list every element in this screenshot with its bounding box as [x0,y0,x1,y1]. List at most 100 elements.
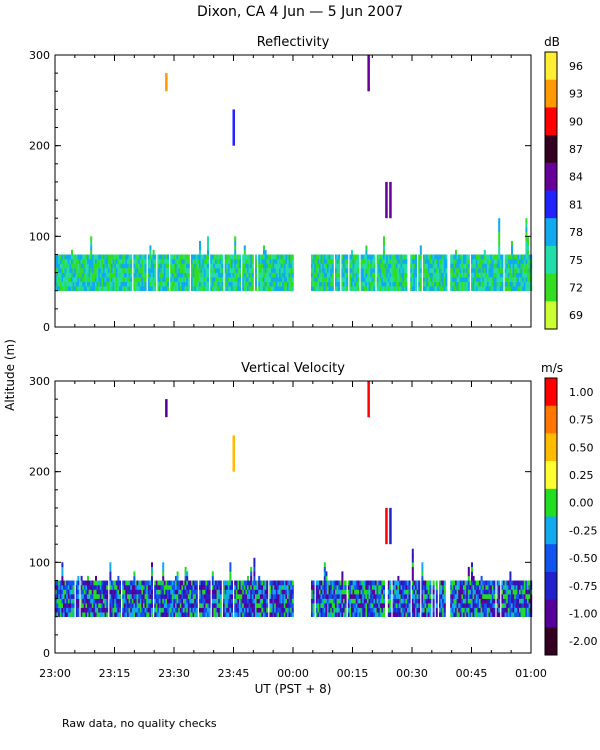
echo-cell [219,281,222,287]
echo-cell [243,268,246,273]
echo-cell [136,286,139,291]
echo-cell [243,589,246,595]
echo-cell [394,607,397,613]
echo-cell [328,259,331,264]
echo-cell [363,607,366,613]
echo-cell [154,598,157,604]
echo-cell [264,272,267,278]
echo-cell [397,268,400,273]
echo-cell [171,268,174,273]
echo-cell [120,286,123,291]
echo-cell [199,589,201,595]
echo-cell [485,286,488,291]
echo-cell [467,566,470,572]
echo-cell [56,612,59,617]
echo-cell [368,607,371,613]
echo-cell [167,594,169,599]
echo-cell [82,607,85,613]
echo-cell [373,286,376,291]
echo-cell [275,580,278,586]
echo-cell [487,612,489,617]
echo-cell [154,281,157,287]
echo-cell [91,598,94,604]
echo-cell [287,272,289,278]
echo-cell [59,612,62,617]
echo-cell [336,281,339,287]
echo-cell [283,268,286,273]
echo-cell [320,263,323,269]
echo-cell [327,612,329,617]
echo-cell [178,589,181,595]
echo-cell [250,580,253,586]
echo-cell [405,607,408,613]
echo-cell [79,277,81,282]
echo-cell [451,272,454,278]
echo-cell [59,594,62,599]
echo-cell [213,259,216,264]
echo-cell [253,571,256,577]
echo-cell [218,268,221,273]
echo-cell [512,259,515,264]
echo-cell [477,580,480,586]
echo-cell [509,571,512,577]
echo-cell [266,259,269,264]
echo-cell [248,607,251,613]
echo-cell [90,254,93,260]
echo-cell [323,575,326,581]
echo-cell [341,281,344,287]
echo-cell [197,268,200,273]
colorbar-label: -0.25 [569,524,597,537]
echo-cell [167,585,169,590]
echo-cell [227,281,230,287]
echo-cell [168,598,171,604]
echo-cell [352,589,355,595]
echo-cell [125,589,128,595]
echo-cell [491,589,494,595]
echo-cell [459,603,462,608]
echo-cell [312,286,315,291]
echo-cell [424,594,427,599]
echo-cell [159,585,161,590]
echo-cell [274,612,277,617]
echo-cell [67,607,70,613]
echo-cell [450,268,453,273]
echo-cell [123,286,126,291]
echo-cell [477,585,480,590]
echo-cell [179,589,182,595]
echo-cell [370,612,373,617]
echo-cell [466,272,469,278]
echo-cell [519,603,521,608]
echo-cell [411,259,414,264]
echo-cell [328,585,331,590]
echo-cell [383,254,385,260]
echo-cell [61,612,64,617]
echo-cell [162,562,165,568]
echo-cell [490,594,493,599]
echo-cell [461,281,464,287]
echo-cell [512,254,515,260]
echo-cell [512,580,515,586]
echo-cell [202,612,205,617]
echo-cell [181,259,184,264]
echo-cell [429,603,432,608]
echo-cell [491,268,494,273]
echo-cell [312,259,315,264]
echo-cell [485,277,488,282]
echo-cell [59,598,62,604]
echo-cell [509,580,512,586]
echo-cell [104,612,107,617]
echo-cell [187,277,190,282]
echo-cell [162,263,165,269]
reflectivity-data [55,55,533,291]
echo-cell [149,254,152,260]
echo-cell [96,281,99,287]
echo-cell [517,589,520,595]
echo-cell [210,272,213,278]
echo-cell [235,585,238,590]
echo-cell [331,589,334,595]
echo-cell [175,580,177,586]
echo-cell [64,281,67,287]
echo-cell [317,598,320,604]
echo-cell [387,254,390,260]
x-tick-label: 23:00 [39,667,71,680]
